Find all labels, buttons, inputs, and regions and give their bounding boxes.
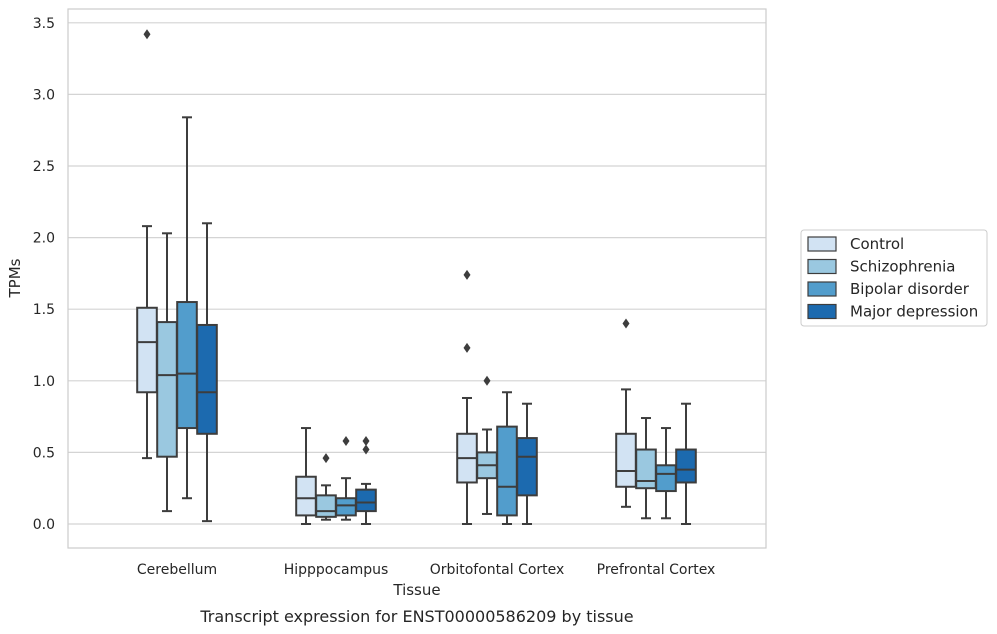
- iqr-box: [335, 497, 357, 517]
- box-control: [615, 318, 637, 508]
- x-tick-label: Cerebellum: [137, 562, 217, 578]
- legend-swatch: [807, 236, 837, 252]
- iqr-box: [196, 323, 218, 435]
- outlier-point: [322, 453, 330, 464]
- box-major-depression: [675, 402, 697, 525]
- box-schizophrenia: [635, 417, 657, 520]
- iqr-box: [355, 488, 377, 513]
- iqr-box: [295, 475, 317, 517]
- x-tick-label: Prefrontal Cortex: [597, 562, 716, 578]
- box-major-depression: [516, 402, 538, 525]
- box-schizophrenia: [476, 375, 498, 515]
- legend-label: Bipolar disorder: [850, 280, 970, 298]
- outlier-point: [463, 269, 471, 280]
- legend-swatch: [807, 258, 837, 275]
- x-axis-title: Tissue: [392, 581, 440, 599]
- y-tick-label: 2.5: [33, 159, 55, 175]
- legend: Control Schizophrenia Bipolar disorder Majo…: [800, 229, 988, 327]
- box-control: [456, 269, 478, 525]
- y-tick-label: 3.0: [33, 87, 55, 103]
- legend-label: Major depression: [850, 303, 978, 321]
- box-bipolar-disorder: [655, 427, 677, 520]
- chart-caption: Transcript expression for ENST0000058620…: [199, 607, 633, 626]
- iqr-box: [635, 448, 657, 490]
- legend-label: Control: [850, 235, 904, 253]
- box-bipolar-disorder: [335, 435, 357, 521]
- y-tick-labels: 0.0 0.5 1.0 1.5 2.0 2.5 3.0 3.5: [33, 16, 55, 533]
- x-tick-labels: Cerebellum Hipppocampus Orbitofontal Corte…: [137, 562, 715, 578]
- y-tick-label: 3.5: [33, 16, 55, 32]
- iqr-box: [516, 437, 538, 497]
- box-bipolar-disorder: [496, 391, 518, 525]
- legend-label: Schizophrenia: [850, 258, 955, 276]
- iqr-box: [496, 425, 518, 517]
- iqr-box: [655, 464, 677, 493]
- box-layer: [136, 29, 697, 525]
- outlier-point: [143, 29, 151, 40]
- y-tick-label: 1.0: [33, 374, 55, 390]
- legend-swatch: [807, 281, 837, 297]
- y-tick-label: 0.0: [33, 517, 55, 533]
- box-control: [136, 29, 158, 460]
- outlier-point: [483, 375, 491, 386]
- outlier-point: [342, 435, 350, 446]
- iqr-box: [136, 306, 158, 394]
- box-schizophrenia: [156, 232, 178, 513]
- box-control: [295, 427, 317, 525]
- box-bipolar-disorder: [176, 116, 198, 500]
- legend-frame: [800, 229, 988, 327]
- x-tick-label: Hipppocampus: [284, 562, 389, 578]
- y-tick-label: 0.5: [33, 445, 55, 461]
- iqr-box: [176, 301, 198, 430]
- outlier-point: [362, 444, 370, 455]
- iqr-box: [615, 432, 637, 488]
- box-major-depression: [196, 222, 218, 523]
- y-axis-title: TPMs: [6, 258, 24, 298]
- plot-frame: [67, 8, 767, 549]
- iqr-box: [675, 448, 697, 484]
- outlier-point: [463, 342, 471, 353]
- box-major-depression: [355, 435, 377, 525]
- x-tick-label: Orbitofontal Cortex: [430, 562, 565, 578]
- outlier-point: [362, 435, 370, 446]
- y-tick-label: 1.5: [33, 302, 55, 318]
- box-schizophrenia: [315, 453, 337, 521]
- outlier-point: [622, 318, 630, 329]
- iqr-box: [156, 321, 178, 458]
- iqr-box: [315, 494, 337, 518]
- legend-swatch: [807, 303, 837, 320]
- y-tick-label: 2.0: [33, 231, 55, 247]
